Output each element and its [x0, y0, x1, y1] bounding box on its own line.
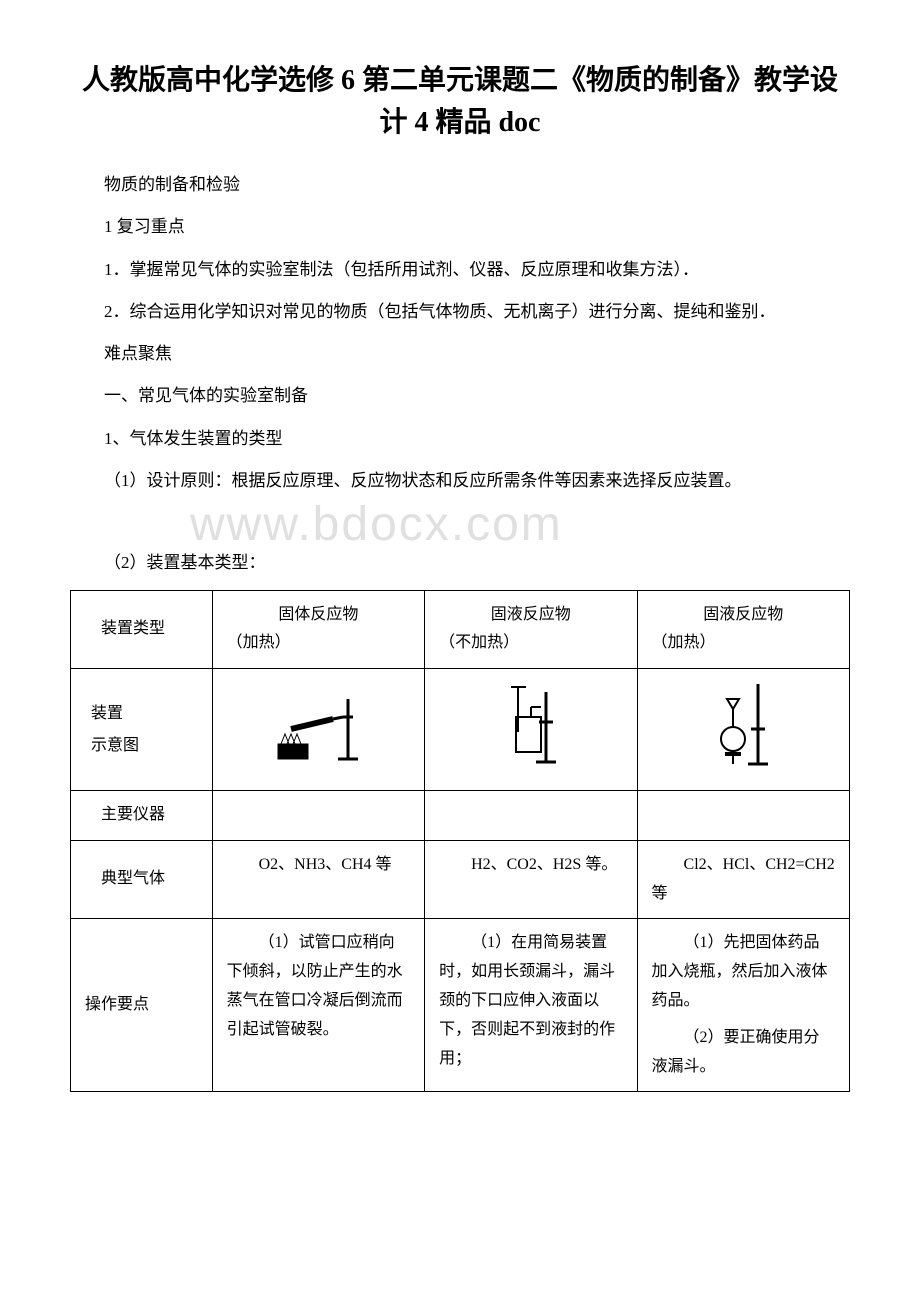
apparatus-3	[637, 669, 849, 791]
apparatus-1	[212, 669, 424, 791]
apparatus-2	[425, 669, 637, 791]
paragraph-7: 1、气体发生装置的类型	[70, 423, 850, 455]
operation-col4: （1）先把固体药品加入烧瓶，然后加入液体药品。 （2）要正确使用分液漏斗。	[637, 919, 849, 1092]
table-header-row: 装置类型 固体反应物 （加热） 固液反应物 （不加热） 固液反应物 （加热）	[71, 590, 850, 669]
table-gas-row: 典型气体 O2、NH3、CH4 等 H2、CO2、H2S 等。 Cl2、HCl、…	[71, 840, 850, 919]
paragraph-8: （1）设计原则：根据反应原理、反应物状态和反应所需条件等因素来选择反应装置。	[70, 465, 850, 497]
table-instrument-row: 主要仪器	[71, 791, 850, 841]
header-col1: 装置类型	[71, 590, 213, 669]
table-operation-row: 操作要点 （1）试管口应稍向下倾斜，以防止产生的水蒸气在管口冷凝后倒流而引起试管…	[71, 919, 850, 1092]
paragraph-1: 物质的制备和检验	[70, 169, 850, 201]
paragraph-2: 1 复习重点	[70, 211, 850, 243]
paragraph-5: 难点聚焦	[70, 338, 850, 370]
paragraph-9: （2）装置基本类型：	[70, 547, 850, 579]
instrument-label: 主要仪器	[71, 791, 213, 841]
gas-col3: H2、CO2、H2S 等。	[425, 840, 637, 919]
apparatus-heated-solid-icon	[263, 684, 373, 764]
gas-label: 典型气体	[71, 840, 213, 919]
apparatus-table: 装置类型 固体反应物 （加热） 固液反应物 （不加热） 固液反应物 （加热） 装…	[70, 590, 850, 1093]
apparatus-liquid-solid-icon	[491, 682, 571, 767]
paragraph-4: 2．综合运用化学知识对常见的物质（包括气体物质、无机离子）进行分离、提纯和鉴别．	[70, 296, 850, 328]
device-label: 装置 示意图	[71, 669, 213, 791]
instrument-col3	[425, 791, 637, 841]
header-col3: 固液反应物 （不加热）	[425, 590, 637, 669]
instrument-col4	[637, 791, 849, 841]
gas-col2: O2、NH3、CH4 等	[212, 840, 424, 919]
gas-col4: Cl2、HCl、CH2=CH2 等	[637, 840, 849, 919]
operation-col2: （1）试管口应稍向下倾斜，以防止产生的水蒸气在管口冷凝后倒流而引起试管破裂。	[212, 919, 424, 1092]
operation-label: 操作要点	[71, 919, 213, 1092]
header-col2: 固体反应物 （加热）	[212, 590, 424, 669]
apparatus-heated-liquid-icon	[703, 679, 783, 769]
paragraph-3: 1．掌握常见气体的实验室制法（包括所用试剂、仪器、反应原理和收集方法）．	[70, 254, 850, 286]
operation-col3: （1）在用简易装置时，如用长颈漏斗，漏斗颈的下口应伸入液面以下，否则起不到液封的…	[425, 919, 637, 1092]
document-title: 人教版高中化学选修 6 第二单元课题二《物质的制备》教学设计 4 精品 doc	[70, 60, 850, 144]
watermark-text: www.bdocx.com	[190, 497, 563, 552]
header-col4: 固液反应物 （加热）	[637, 590, 849, 669]
paragraph-6: 一、常见气体的实验室制备	[70, 380, 850, 412]
table-device-row: 装置 示意图	[71, 669, 850, 791]
instrument-col2	[212, 791, 424, 841]
